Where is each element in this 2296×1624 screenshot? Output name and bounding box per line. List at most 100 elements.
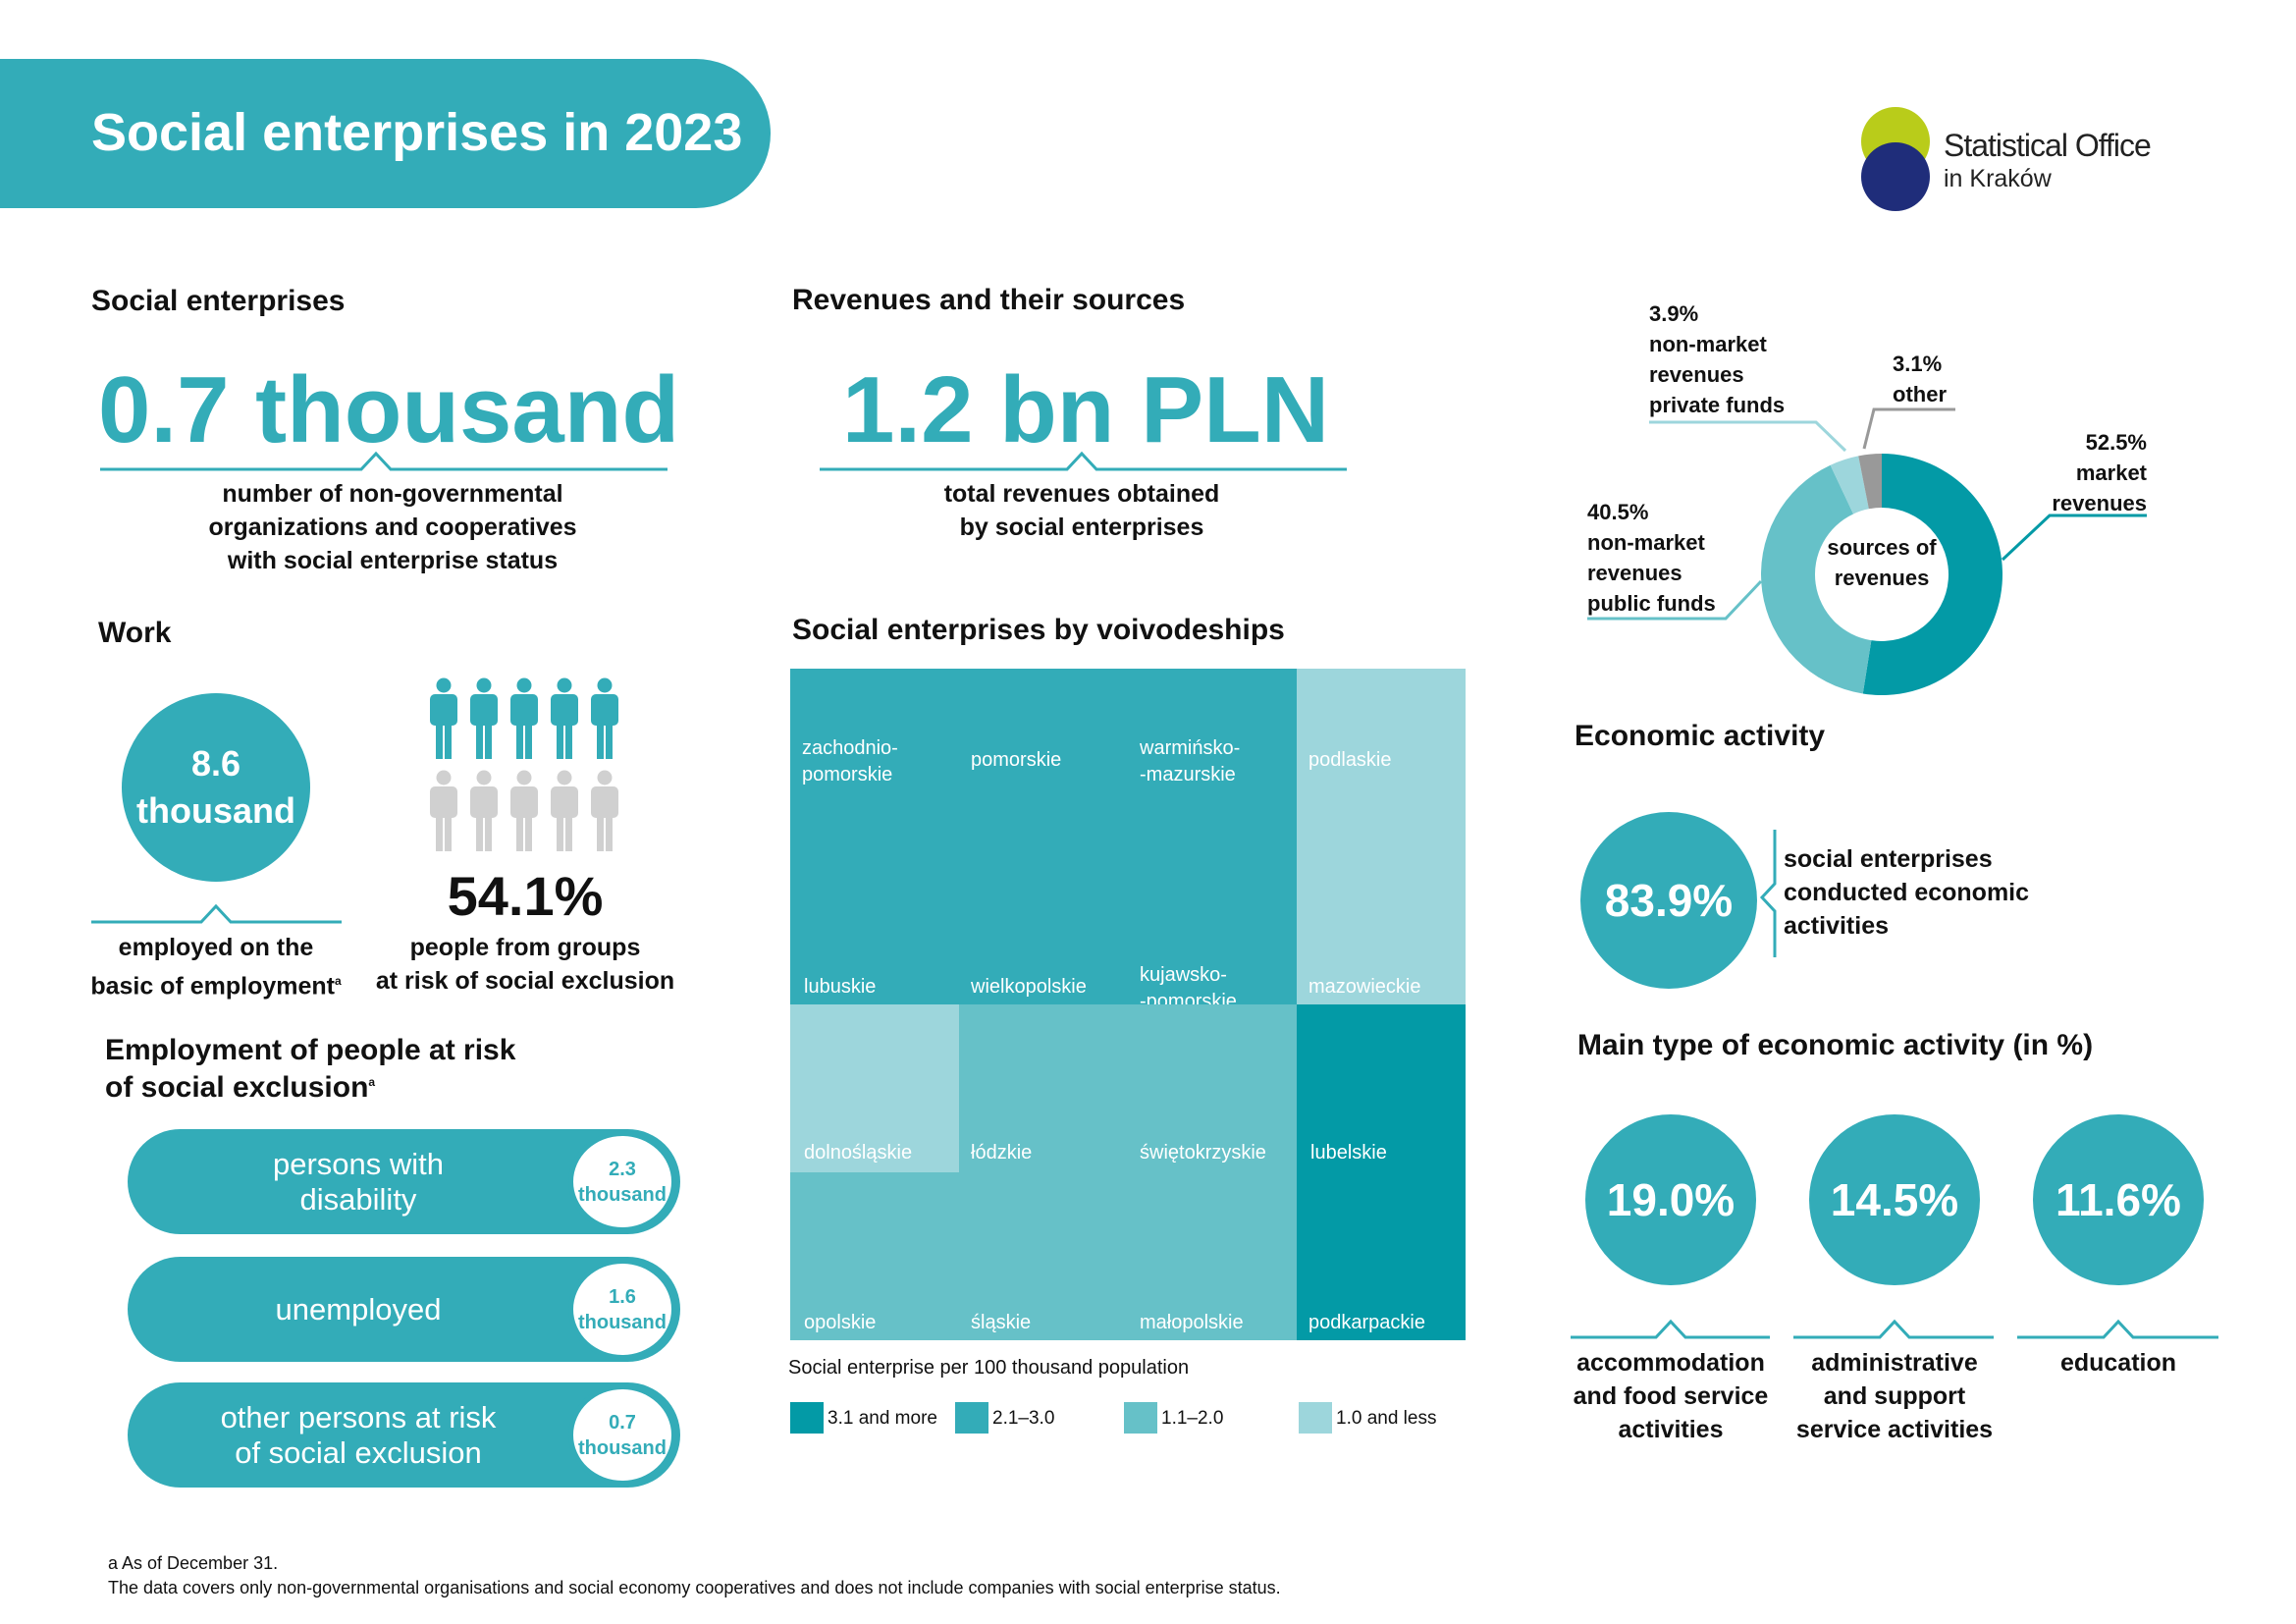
voivodeship-cell: kujawsko- -pomorskie (1128, 837, 1297, 1012)
unit: thousand (578, 1311, 667, 1333)
underline-caret (820, 451, 1347, 471)
risk-item-disability: persons with disability 2.3 thousand (128, 1129, 680, 1234)
leader-private (1649, 420, 1847, 453)
voivodeship-label: lubuskie (804, 976, 877, 998)
revenues-heading: Revenues and their sources (792, 284, 1186, 316)
desc-line: social enterprises (1784, 845, 1993, 873)
economic-desc: social enterprises conducted economic acti… (1784, 842, 2029, 943)
donut-slice-other (1858, 454, 1882, 510)
risk-item-value: 1.6 thousand (568, 1259, 676, 1360)
person-icon (470, 677, 498, 759)
voivodeship-grid: zachodnio- pomorskie pomorskie warmińsko- … (790, 669, 1466, 1340)
person-icon (510, 677, 538, 759)
economic-circle: 83.9% (1580, 812, 1757, 989)
voivodeships-heading: Social enterprises by voivodeships (792, 614, 1285, 646)
donut-slice-non-market-revenues-public-funds (1760, 464, 1872, 694)
desc-line: people from groups (409, 934, 641, 961)
label-line: revenues (1587, 561, 1682, 585)
voivodeship-cell: lubelskie (1297, 1004, 1466, 1172)
title-banner: Social enterprises in 2023 (0, 59, 771, 208)
voivodeship-cell: dolnośląskie (790, 1004, 959, 1172)
employed-circle: 8.6 thousand (122, 693, 310, 882)
risk-heading: Employment of people at risk of social ex… (105, 1035, 515, 1104)
risk-item-value: 0.7 thousand (568, 1384, 676, 1486)
label-line: 3.9% (1649, 301, 1699, 326)
page-title: Social enterprises in 2023 (91, 103, 743, 162)
employed-desc: employed on the basic of employmenta (59, 931, 373, 1002)
label-line: education (2059, 1349, 2177, 1377)
value: 1.6 (609, 1285, 636, 1308)
voivodeship-cell: podlaskie (1297, 669, 1466, 837)
label-line: of social exclusion (235, 1435, 482, 1470)
social-desc: number of non-governmental organizations … (98, 477, 687, 577)
revenues-value: 1.2 bn PLN (842, 357, 1330, 462)
desc-line: with social enterprise status (227, 547, 559, 574)
voivodeship-label: zachodnio- pomorskie (802, 737, 898, 785)
voivodeship-cell: opolskie (790, 1172, 959, 1340)
logo (1858, 106, 1937, 219)
footnote-mark: a (334, 974, 342, 988)
people-pictogram (427, 677, 623, 851)
label-line: persons with (272, 1146, 445, 1181)
footnote-mark: a (368, 1075, 376, 1089)
label-line: market (2075, 460, 2147, 485)
voivodeship-label: śląskie (971, 1312, 1032, 1333)
unit: thousand (578, 1183, 667, 1206)
label-line: private funds (1649, 393, 1786, 417)
voivodeship-label: świętokrzyskie (1140, 1142, 1266, 1164)
economic-heading: Economic activity (1575, 720, 1826, 752)
label-market: 52.5% market revenues (1963, 427, 2147, 518)
label-line: other (1893, 382, 1947, 406)
voivodeship-cell: wielkopolskie (959, 837, 1128, 1004)
voivodeship-cell: pomorskie (959, 669, 1128, 837)
label-line: non-market (1649, 332, 1767, 356)
risk-item-label: persons with disability (147, 1129, 569, 1234)
leader-other (1862, 407, 1955, 450)
label-line: 40.5% (1587, 500, 1649, 524)
legend-label: 1.1–2.0 (1161, 1408, 1224, 1429)
leader-market (2001, 514, 2147, 562)
voivodeship-cell: podkarpackie (1297, 1172, 1466, 1340)
logo-line2: in Kraków (1944, 165, 2052, 192)
voivodeship-cell: świętokrzyskie (1128, 1004, 1297, 1172)
legend-label: 1.0 and less (1336, 1408, 1437, 1429)
logo-line1: Statistical Office (1944, 128, 2152, 163)
desc-line: number of non-governmental (222, 480, 563, 508)
risk-item-other: other persons at risk of social exclusion… (128, 1382, 680, 1488)
label-line: service activities (1795, 1416, 1994, 1443)
label-line: other persons at risk (220, 1399, 497, 1435)
logo-icon (1861, 107, 1930, 211)
voivodeship-label: łódzkie (971, 1142, 1033, 1164)
underline-caret (91, 903, 342, 924)
voivodeship-label: wielkopolskie (971, 976, 1087, 998)
activity-circle-education: 11.6% (2033, 1114, 2204, 1285)
voivodeship-label: podlaskie (1308, 749, 1392, 771)
voivodeship-label: podkarpackie (1308, 1312, 1425, 1333)
label-line: administrative (1811, 1349, 1978, 1377)
revenues-desc: total revenues obtained by social enterpr… (885, 477, 1278, 544)
voivodeship-cell: łódzkie (959, 1004, 1128, 1172)
voivodeship-cell: lubuskie (790, 837, 959, 1004)
risk-item-unemployed: unemployed 1.6 thousand (128, 1257, 680, 1362)
label-line: and support (1823, 1382, 1966, 1410)
voivodeship-cell: małopolskie (1128, 1172, 1297, 1340)
underline-caret (1793, 1319, 1994, 1339)
desc-line: activities (1784, 912, 1890, 940)
social-heading: Social enterprises (91, 285, 346, 317)
desc-line: at risk of social exclusion (375, 967, 675, 995)
legend-swatch (1124, 1402, 1157, 1434)
person-icon (591, 770, 618, 851)
voivodeship-cell: mazowieckie (1297, 837, 1466, 1004)
underline-caret (1571, 1319, 1770, 1339)
person-icon (591, 677, 618, 759)
risk-desc: people from groups at risk of social excl… (363, 931, 687, 998)
underline-caret (2017, 1319, 2218, 1339)
heading-line: Employment of people at risk (105, 1034, 516, 1066)
legend-label: 2.1–3.0 (992, 1408, 1055, 1429)
unit: thousand (578, 1436, 667, 1459)
person-icon (430, 770, 457, 851)
risk-percent: 54.1% (447, 865, 604, 927)
legend-swatch (790, 1402, 824, 1434)
label-line: 52.5% (2085, 430, 2147, 455)
desc-line: conducted economic (1784, 879, 2030, 906)
